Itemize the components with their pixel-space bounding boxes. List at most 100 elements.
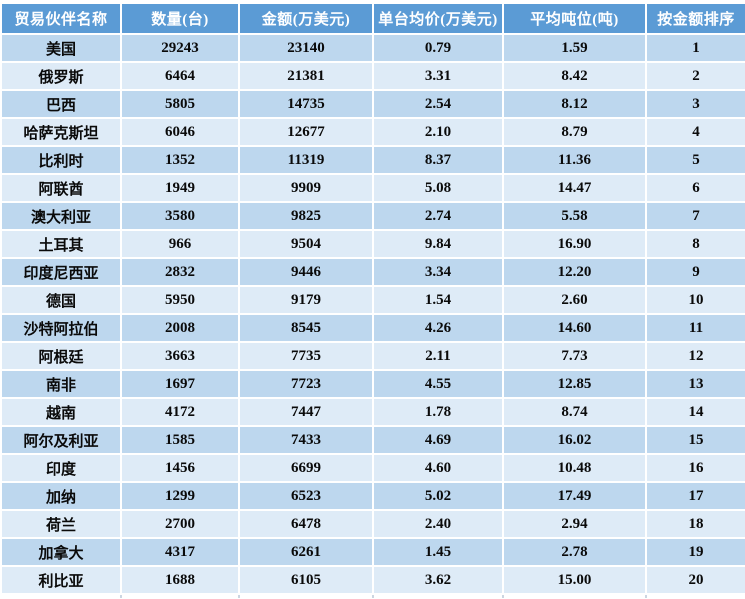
cell-partner-name: 沙特阿拉伯 — [0, 313, 122, 343]
table-row: 越南 4172 7447 1.78 8.74 14 — [0, 397, 745, 427]
cell-avg-tonnage: 17.49 — [502, 481, 647, 511]
table-row: 德国 5950 9179 1.54 2.60 10 — [0, 285, 745, 315]
cell-amount: 7433 — [238, 425, 374, 455]
cell-unit-price: 2.40 — [372, 509, 504, 539]
cell-quantity: 6046 — [120, 117, 240, 147]
cell-quantity: 3663 — [120, 341, 240, 371]
cell-rank: 6 — [645, 173, 745, 203]
cell-amount: 11319 — [238, 145, 374, 175]
cell-amount: 7735 — [238, 341, 374, 371]
cell-amount: 21381 — [238, 61, 374, 91]
cell-amount: 6478 — [238, 509, 374, 539]
cell-amount: 9446 — [238, 257, 374, 287]
table-row: 阿根廷 3663 7735 2.11 7.73 12 — [0, 341, 745, 371]
table-row: 印度尼西亚 2832 9446 3.34 12.20 9 — [0, 257, 745, 287]
cell-partner-name: 阿尔及利亚 — [0, 425, 122, 455]
cell-partner-name: 德国 — [0, 285, 122, 315]
cell-rank: 3 — [645, 89, 745, 119]
cell-rank: 10 — [645, 285, 745, 315]
table-body: 美国 29243 23140 0.79 1.59 1 俄罗斯 6464 2138… — [0, 33, 745, 595]
cell-avg-tonnage: 10.48 — [502, 453, 647, 483]
cell-partner-name: 印度 — [0, 453, 122, 483]
cell-unit-price: 4.69 — [372, 425, 504, 455]
cell-amount: 7723 — [238, 369, 374, 399]
cell-quantity: 1585 — [120, 425, 240, 455]
cell-amount: 8545 — [238, 313, 374, 343]
cell-partner-name: 印度尼西亚 — [0, 257, 122, 287]
cell-quantity: 4317 — [120, 537, 240, 567]
cell-rank: 8 — [645, 229, 745, 259]
cell-unit-price: 4.26 — [372, 313, 504, 343]
cell-avg-tonnage: 16.02 — [502, 425, 647, 455]
cell-amount: 7447 — [238, 397, 374, 427]
cell-quantity: 4172 — [120, 397, 240, 427]
cell-partner-name: 加拿大 — [0, 537, 122, 567]
cell-partner-name: 土耳其 — [0, 229, 122, 259]
cell-partner-name: 阿联酋 — [0, 173, 122, 203]
cell-rank: 15 — [645, 425, 745, 455]
cell-rank: 2 — [645, 61, 745, 91]
cell-partner-name: 利比亚 — [0, 565, 122, 595]
cell-rank: 5 — [645, 145, 745, 175]
column-header-avg-tonnage: 平均吨位(吨) — [502, 2, 647, 35]
cell-rank: 13 — [645, 369, 745, 399]
cell-unit-price: 4.55 — [372, 369, 504, 399]
cell-avg-tonnage: 1.59 — [502, 33, 647, 63]
cell-rank: 1 — [645, 33, 745, 63]
cell-quantity: 5805 — [120, 89, 240, 119]
cell-quantity: 2832 — [120, 257, 240, 287]
cell-rank: 7 — [645, 201, 745, 231]
cell-unit-price: 2.10 — [372, 117, 504, 147]
cell-unit-price: 2.11 — [372, 341, 504, 371]
cell-partner-name: 阿根廷 — [0, 341, 122, 371]
cell-unit-price: 1.45 — [372, 537, 504, 567]
cell-unit-price: 2.54 — [372, 89, 504, 119]
cell-unit-price: 8.37 — [372, 145, 504, 175]
cell-quantity: 3580 — [120, 201, 240, 231]
cell-quantity: 1697 — [120, 369, 240, 399]
cell-partner-name: 美国 — [0, 33, 122, 63]
column-header-amount: 金额(万美元) — [238, 2, 374, 35]
cell-amount: 6699 — [238, 453, 374, 483]
table-row: 加纳 1299 6523 5.02 17.49 17 — [0, 481, 745, 511]
cell-partner-name: 澳大利亚 — [0, 201, 122, 231]
cell-unit-price: 1.54 — [372, 285, 504, 315]
cell-quantity: 1299 — [120, 481, 240, 511]
cell-rank: 20 — [645, 565, 745, 595]
table-row: 美国 29243 23140 0.79 1.59 1 — [0, 33, 745, 63]
table-row: 比利时 1352 11319 8.37 11.36 5 — [0, 145, 745, 175]
cell-avg-tonnage: 8.79 — [502, 117, 647, 147]
cell-avg-tonnage: 16.90 — [502, 229, 647, 259]
cell-amount: 6261 — [238, 537, 374, 567]
column-header-partner-name: 贸易伙伴名称 — [0, 2, 122, 35]
cell-avg-tonnage: 12.20 — [502, 257, 647, 287]
table-row: 澳大利亚 3580 9825 2.74 5.58 7 — [0, 201, 745, 231]
table-row: 加拿大 4317 6261 1.45 2.78 19 — [0, 537, 745, 567]
cell-amount: 23140 — [238, 33, 374, 63]
table-row: 印度 1456 6699 4.60 10.48 16 — [0, 453, 745, 483]
table-row: 阿尔及利亚 1585 7433 4.69 16.02 15 — [0, 425, 745, 455]
cell-amount: 12677 — [238, 117, 374, 147]
cell-avg-tonnage: 11.36 — [502, 145, 647, 175]
cell-avg-tonnage: 14.47 — [502, 173, 647, 203]
cell-unit-price: 9.84 — [372, 229, 504, 259]
cell-quantity: 2700 — [120, 509, 240, 539]
cell-rank: 9 — [645, 257, 745, 287]
cell-avg-tonnage: 12.85 — [502, 369, 647, 399]
cell-amount: 14735 — [238, 89, 374, 119]
cell-rank: 14 — [645, 397, 745, 427]
cell-avg-tonnage: 8.42 — [502, 61, 647, 91]
table-row: 沙特阿拉伯 2008 8545 4.26 14.60 11 — [0, 313, 745, 343]
cell-avg-tonnage: 5.58 — [502, 201, 647, 231]
table-row: 巴西 5805 14735 2.54 8.12 3 — [0, 89, 745, 119]
cell-avg-tonnage: 7.73 — [502, 341, 647, 371]
cell-quantity: 1949 — [120, 173, 240, 203]
cell-unit-price: 5.02 — [372, 481, 504, 511]
cell-rank: 12 — [645, 341, 745, 371]
cell-rank: 19 — [645, 537, 745, 567]
cell-unit-price: 3.62 — [372, 565, 504, 595]
cell-unit-price: 3.31 — [372, 61, 504, 91]
table-row: 阿联酋 1949 9909 5.08 14.47 6 — [0, 173, 745, 203]
cell-partner-name: 哈萨克斯坦 — [0, 117, 122, 147]
